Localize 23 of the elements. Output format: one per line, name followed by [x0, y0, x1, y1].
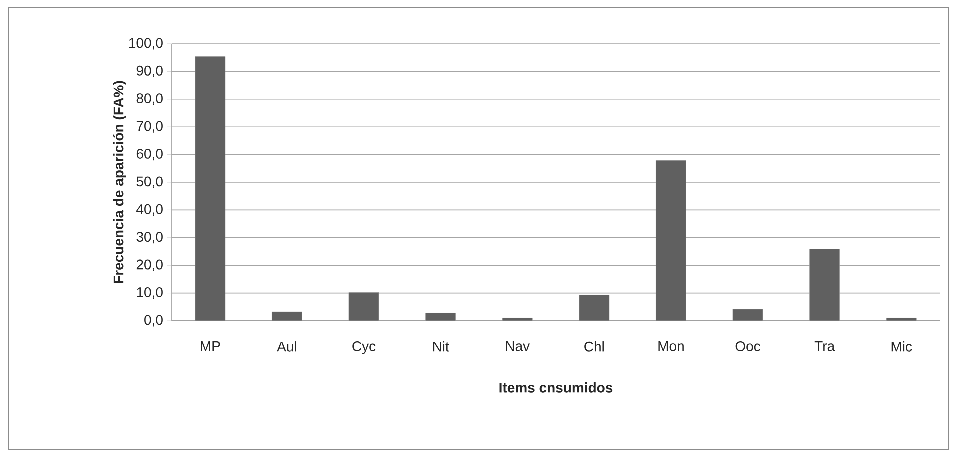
- x-tick-label: Aul: [277, 342, 296, 352]
- x-tick-label: Nit: [433, 342, 450, 352]
- y-tick-label: 60,0: [136, 149, 163, 161]
- y-tick-label: 90,0: [136, 66, 163, 78]
- x-tick-label: Tra: [814, 342, 836, 352]
- y-tick-label: 0,0: [144, 315, 163, 327]
- x-tick-label: Ooc: [736, 342, 760, 352]
- y-axis-title: Frecuencia de aparición (FA%): [113, 81, 126, 284]
- x-axis-title: Items cnsumidos: [500, 382, 613, 393]
- y-tick-label: 40,0: [136, 204, 163, 216]
- x-tick-label: Nav: [506, 342, 530, 352]
- x-tick-label: Chl: [584, 342, 604, 352]
- y-tick-label: 10,0: [137, 288, 163, 300]
- y-tick-label: 80,0: [136, 94, 163, 106]
- x-tick-label: MP: [201, 342, 220, 352]
- x-tick-label: Cyc: [352, 342, 376, 354]
- x-tick-label: Mic: [892, 342, 912, 352]
- x-tick-label: Mon: [658, 342, 684, 352]
- y-tick-label: 20,0: [136, 260, 163, 272]
- y-tick-label: 70,0: [136, 121, 163, 133]
- y-tick-label: 50,0: [136, 176, 163, 188]
- y-tick-label: 100,0: [130, 38, 163, 50]
- y-tick-label: 30,0: [136, 232, 163, 244]
